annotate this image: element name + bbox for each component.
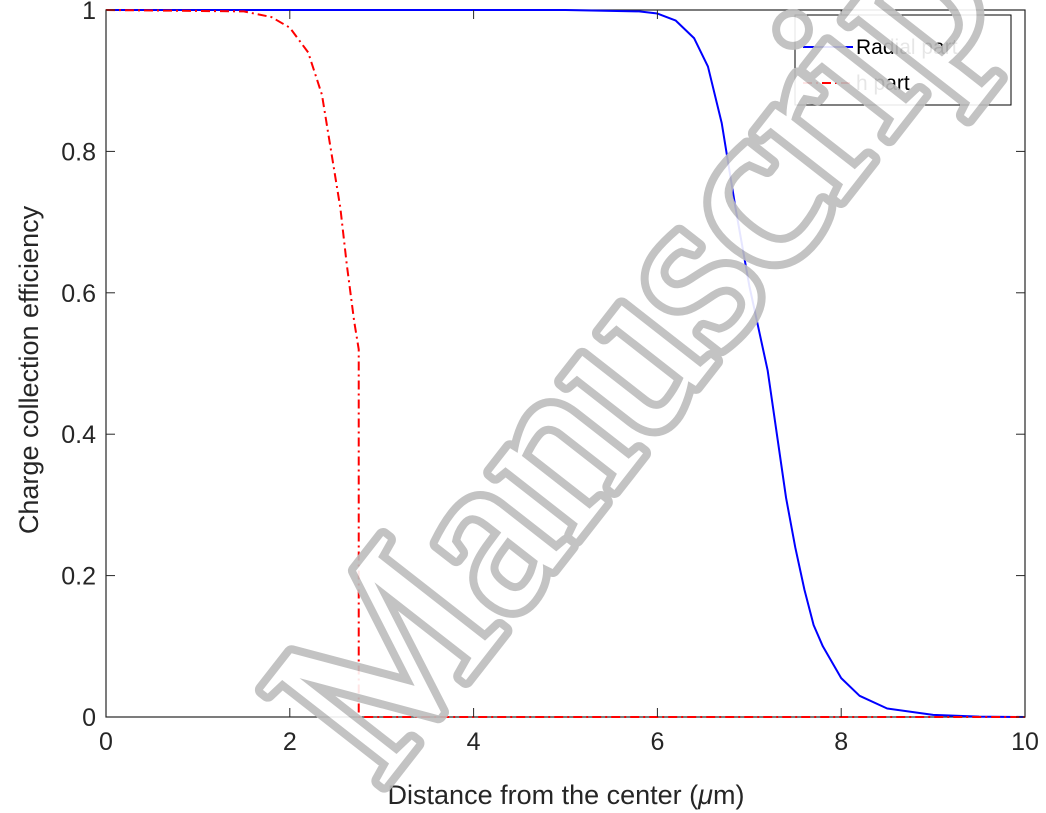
series-layer (105, 9, 1026, 718)
x-tick-label: 8 (834, 728, 848, 756)
legend-label-radial: Radial part (856, 36, 958, 59)
legend-box (794, 14, 1012, 106)
y-tick-label: 0.8 (61, 138, 96, 166)
series-line-h-part (105, 9, 1025, 718)
y-tick-label: 1 (82, 0, 96, 25)
legend: Radial part h part (794, 14, 1012, 106)
y-tick-label: 0.4 (61, 421, 96, 449)
tick-layer: 0 2 4 6 8 10 0 0.2 0.4 0.6 0.8 1 (61, 0, 1039, 756)
legend-label-h: h part (856, 72, 910, 95)
x-axis-label: Distance from the center (μm) (388, 780, 745, 810)
y-tick-label: 0 (82, 704, 96, 732)
x-tick-label: 4 (467, 728, 481, 756)
watermark-text: Manuscript (215, 0, 1046, 813)
y-tick-label: 0.2 (61, 563, 96, 591)
x-tick-label: 2 (283, 728, 297, 756)
series-line-radial-part (106, 9, 1026, 718)
x-tick-label: 10 (1011, 728, 1039, 756)
x-tick-label: 6 (650, 728, 664, 756)
y-tick-label: 0.6 (61, 280, 96, 308)
y-axis-label: Charge collection efficiency (14, 205, 44, 534)
x-tick-label: 0 (99, 728, 113, 756)
